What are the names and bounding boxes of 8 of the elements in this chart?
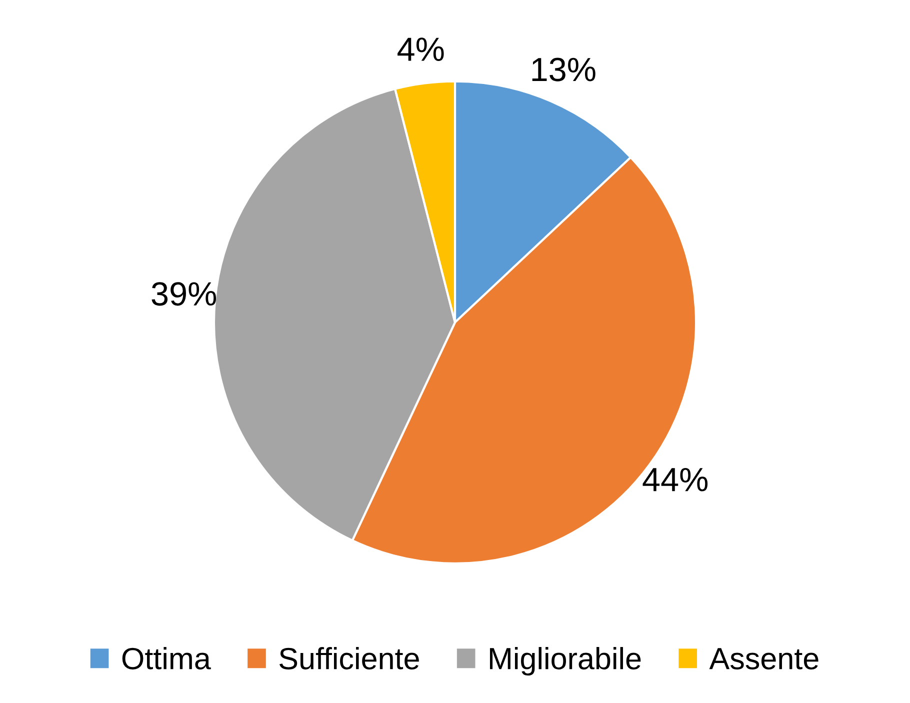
data-label: 44% — [642, 468, 708, 492]
data-label: 13% — [532, 58, 596, 82]
legend-label: Sufficiente — [280, 647, 419, 670]
legend-label: Assente — [709, 648, 818, 670]
data-label: 4% — [398, 38, 444, 61]
data-label: 39% — [152, 282, 216, 306]
legend-label: Ottima — [122, 647, 211, 670]
legend-label: Migliorabile — [490, 647, 641, 676]
